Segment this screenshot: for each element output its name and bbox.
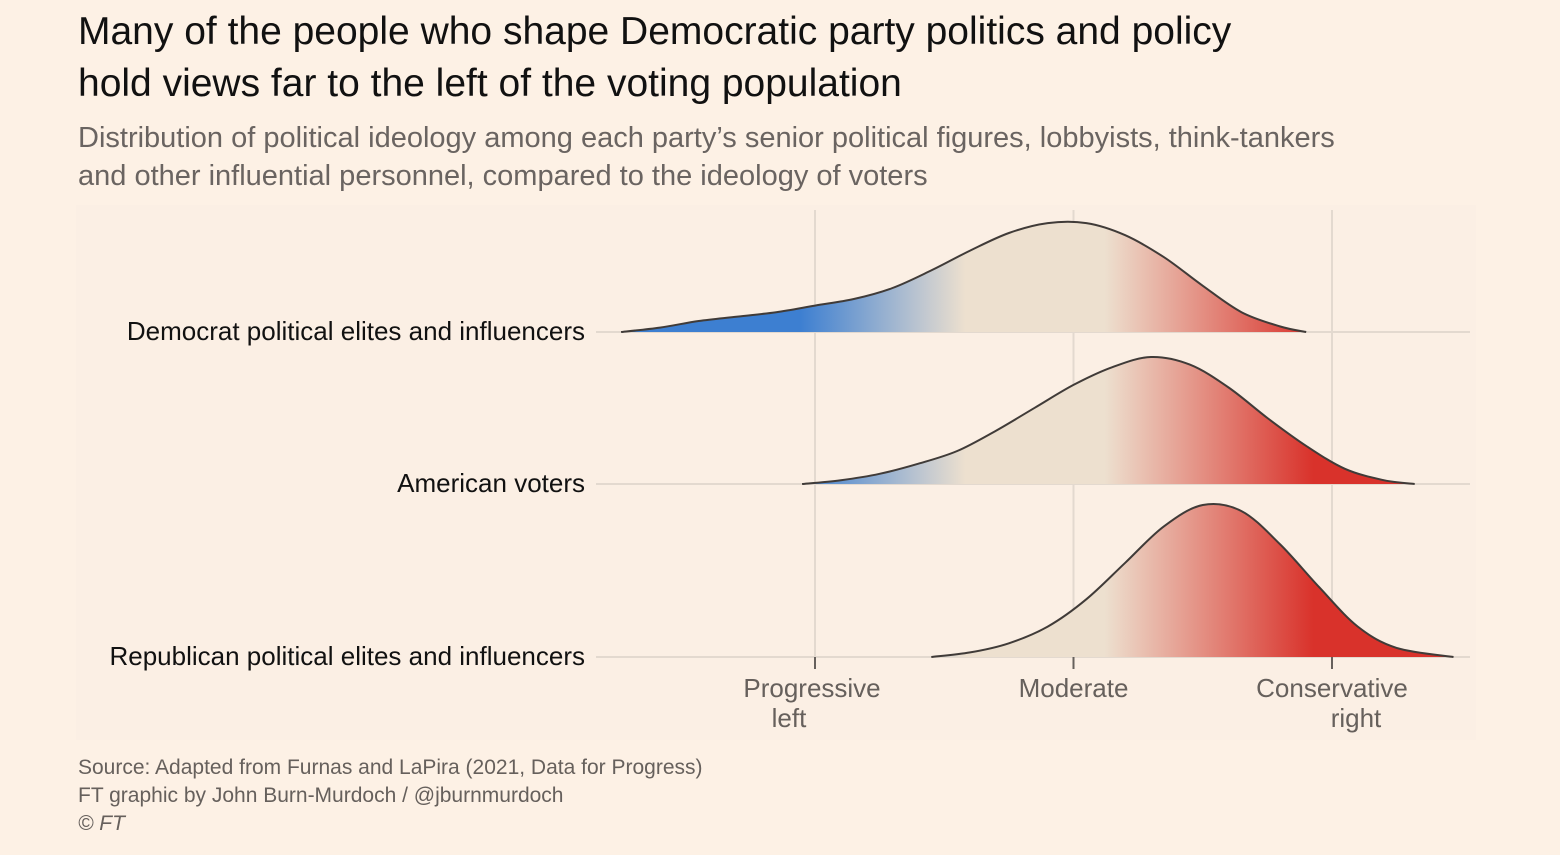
x-tick-sublabel-3: right [1331,703,1382,733]
x-tick-label-2: Moderate [1019,673,1129,703]
label-layer: Democrat political elites and influencer… [109,316,585,671]
ridge-outline-1 [620,220,1307,333]
chart-title-line-1: Many of the people who shape Democratic … [78,10,1232,53]
x-tick-label-3: Conservative [1256,673,1408,703]
chart-subtitle: Distribution of political ideology among… [78,119,1518,195]
row-label-1: Democrat political elites and influencer… [127,316,585,346]
x-tick-sublabel-1: left [772,703,807,733]
chart-subtitle-line-2: and other influential personnel, compare… [78,160,928,192]
chart-title-line-2: hold views far to the left of the voting… [78,62,902,105]
ridge-outline-3 [931,502,1454,658]
source-note: Source: Adapted from Furnas and LaPira (… [78,756,703,779]
ridge-area-2 [802,356,1415,484]
ridge-area-3 [931,503,1454,657]
row-label-3: Republican political elites and influenc… [109,641,585,671]
ridge-area-1 [621,221,1307,332]
credit-note: FT graphic by John Burn-Murdoch / @jburn… [78,784,564,807]
ridge-outline-2 [802,355,1415,485]
ridge-layer [620,220,1454,658]
chart-title: Many of the people who shape Democratic … [78,6,1498,110]
copyright-note: © FT [78,812,125,835]
footer: Source: Adapted from Furnas and LaPira (… [78,754,703,838]
x-tick-label-1: Progressive [743,673,880,703]
row-label-2: American voters [397,468,585,498]
chart-subtitle-line-1: Distribution of political ideology among… [78,122,1335,154]
